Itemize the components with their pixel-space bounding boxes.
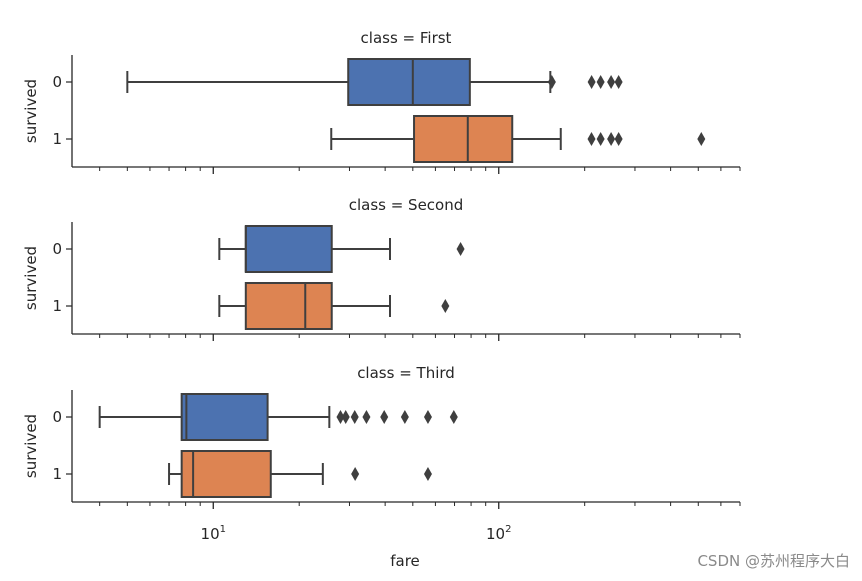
y-tick-label: 1 [52, 130, 62, 148]
panel-1: class = First 0 1 survived [22, 29, 741, 174]
box-survived-0 [98, 393, 458, 441]
outlier-point [341, 410, 350, 424]
box-survived-1 [168, 450, 432, 498]
box-survived-1 [330, 115, 706, 163]
outlier-point [336, 410, 345, 424]
outlier-point [697, 132, 706, 146]
outlier-point [607, 75, 616, 89]
panel-2: class = Second 0 1 survived [22, 196, 741, 341]
box-iqr [180, 450, 272, 498]
box-iqr [413, 115, 514, 163]
y-tick-label: 0 [52, 73, 62, 91]
outlier-point [547, 75, 556, 89]
outlier-point [423, 410, 432, 424]
x-tick-label: 102 [486, 524, 511, 543]
outlier-point [441, 299, 450, 313]
box-iqr [347, 58, 471, 106]
outlier-point [456, 242, 465, 256]
watermark: CSDN @苏州程序大白 [697, 552, 850, 570]
outlier-point [449, 410, 458, 424]
box-survived-0 [126, 58, 623, 106]
outlier-point [400, 410, 409, 424]
outlier-point [614, 75, 623, 89]
y-tick-label: 1 [52, 465, 62, 483]
box-iqr [180, 393, 269, 441]
outlier-point [587, 75, 596, 89]
outlier-point [607, 132, 616, 146]
y-tick-label: 0 [52, 408, 62, 426]
outlier-point [351, 467, 360, 481]
x-axis-label: fare [390, 552, 420, 570]
box-iqr [244, 282, 333, 330]
outlier-point [596, 75, 605, 89]
panel-title: class = First [361, 29, 452, 47]
outlier-point [362, 410, 371, 424]
box-survived-0 [218, 225, 465, 273]
x-tick-label: 101 [201, 524, 226, 543]
panel-title: class = Second [349, 196, 464, 214]
outlier-point [587, 132, 596, 146]
y-axis-label: survived [22, 79, 40, 143]
y-tick-label: 0 [52, 240, 62, 258]
outlier-point [380, 410, 389, 424]
box-survived-1 [218, 282, 450, 330]
outlier-point [423, 467, 432, 481]
panel-3: class = Third 0 1 survived [22, 364, 741, 509]
outlier-point [596, 132, 605, 146]
box-iqr [244, 225, 333, 273]
outlier-point [614, 132, 623, 146]
panel-title: class = Third [357, 364, 455, 382]
y-axis-label: survived [22, 246, 40, 310]
outlier-point [350, 410, 359, 424]
y-axis-label: survived [22, 414, 40, 478]
y-tick-label: 1 [52, 297, 62, 315]
